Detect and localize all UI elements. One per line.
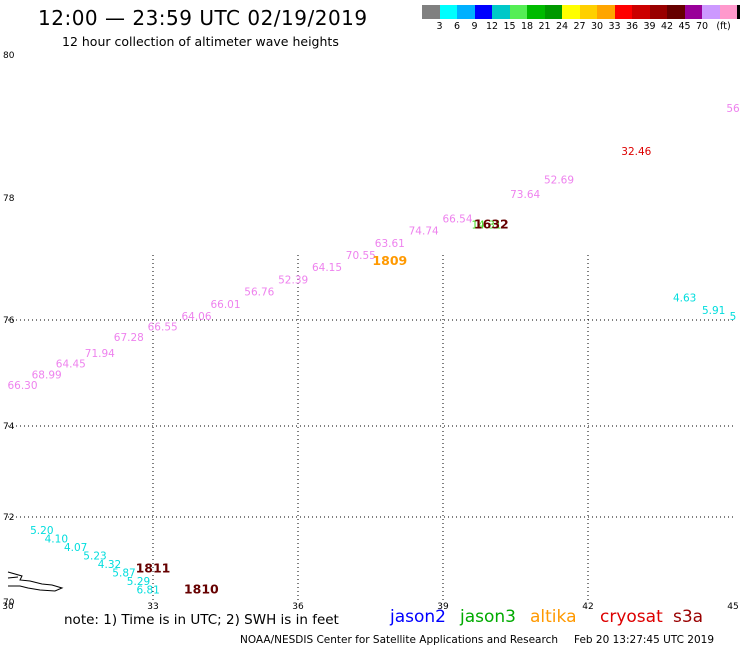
- wave-height-label: 66.54: [442, 213, 472, 225]
- wave-height-label: 66.30: [7, 380, 37, 392]
- wave-height-label: 74.74: [409, 226, 439, 238]
- wave-height-label: 5: [730, 311, 737, 323]
- scale-swatch: [597, 5, 615, 19]
- y-tick-label: 70: [3, 598, 15, 608]
- wave-height-label: 64.45: [56, 359, 86, 371]
- wave-height-label: 64.06: [181, 311, 211, 323]
- coastline-outline: [7, 576, 19, 579]
- y-tick-label: 74: [3, 422, 15, 432]
- wave-height-label: 4.07: [64, 542, 87, 554]
- scale-swatch: [492, 5, 510, 19]
- page-title: 12:00 — 23:59 UTC 02/19/2019: [38, 6, 368, 30]
- scale-swatch: [474, 5, 492, 19]
- scale-label: 6: [453, 21, 461, 32]
- scale-label: 24: [555, 21, 569, 32]
- satellite-legend-jason3: jason3: [460, 607, 516, 627]
- scale-label: 18: [520, 21, 534, 32]
- scale-label: 33: [608, 21, 621, 32]
- wave-height-label: 52.39: [278, 274, 308, 286]
- wave-height-label: 63.61: [375, 238, 405, 250]
- x-tick-label: 39: [437, 602, 449, 612]
- wave-height-label: 52.69: [544, 175, 574, 187]
- scale-label: 3: [436, 21, 443, 32]
- scale-swatch: [649, 5, 667, 19]
- scale-swatch: [544, 5, 562, 19]
- wave-height-label: 56: [726, 103, 740, 115]
- scale-swatch: [439, 5, 457, 19]
- y-tick-label: 80: [3, 51, 15, 61]
- wave-height-label: 68.99: [32, 369, 62, 381]
- scale-swatch: [614, 5, 632, 19]
- wave-height-label: 5.87: [112, 568, 135, 580]
- scale-label: 21: [538, 21, 551, 32]
- scale-swatch: [632, 5, 650, 19]
- scale-label: 12: [485, 21, 499, 32]
- pass-time-label: 1810: [184, 582, 219, 597]
- scale-label: 30: [590, 21, 604, 32]
- scale-swatch: [737, 5, 740, 19]
- wave-height-label: 71.94: [85, 348, 115, 360]
- wave-height-label: 5.23: [83, 551, 106, 563]
- wave-height-label: 32.46: [621, 146, 651, 158]
- scale-label: 42: [660, 21, 674, 32]
- coastline-outline: [7, 571, 64, 592]
- wave-height-label: 4.10: [45, 534, 68, 546]
- page-subtitle: 12 hour collection of altimeter wave hei…: [62, 34, 339, 49]
- scale-label: 27: [573, 21, 586, 32]
- satellite-legend-jason2: jason2: [390, 607, 446, 627]
- wave-height-label: 67.28: [114, 332, 144, 344]
- wave-height-label: 66.01: [210, 299, 240, 311]
- satellite-legend-cryosat: cryosat: [600, 607, 663, 627]
- x-tick-label: 45: [727, 602, 738, 612]
- pass-time-label: 1811: [136, 560, 171, 575]
- wave-height-label: 66.55: [148, 322, 178, 334]
- wave-height-label: 73.64: [510, 189, 540, 201]
- x-tick-label: 30: [2, 602, 14, 612]
- y-tick-label: 78: [3, 194, 15, 204]
- scale-label: 15: [503, 21, 516, 32]
- satellite-legend-s3a: s3a: [673, 607, 704, 627]
- x-tick-label: 33: [147, 602, 158, 612]
- scale-label: 36: [625, 21, 639, 32]
- wave-height-label: 14.31: [471, 220, 501, 232]
- wave-height-label: 6.81: [136, 585, 159, 597]
- scale-swatch: [457, 5, 475, 19]
- scale-unit: (ft): [716, 21, 731, 32]
- wave-height-label: 5.29: [127, 576, 150, 588]
- wave-height-label: 56.76: [244, 287, 274, 299]
- y-tick-label: 76: [3, 316, 15, 326]
- wave-height-label: 5.91: [702, 305, 725, 317]
- scale-swatch: [667, 5, 685, 19]
- scale-label: 9: [471, 21, 478, 32]
- y-tick-label: 72: [3, 513, 14, 523]
- scale-swatch: [562, 5, 580, 19]
- scale-label: 45: [678, 21, 691, 32]
- wave-height-label: 4.32: [98, 559, 121, 571]
- scale-swatch: [422, 5, 440, 19]
- wave-height-label: 64.15: [312, 262, 342, 274]
- pass-time-label: 1632: [474, 217, 509, 232]
- wave-height-label: 70.55: [346, 250, 376, 262]
- footer-note: note: 1) Time is in UTC; 2) SWH is in fe…: [64, 612, 339, 628]
- scale-swatch: [509, 5, 527, 19]
- credit-line: NOAA/NESDIS Center for Satellite Applica…: [240, 634, 714, 646]
- credit-text: NOAA/NESDIS Center for Satellite Applica…: [240, 634, 558, 646]
- x-tick-label: 42: [582, 602, 593, 612]
- x-tick-label: 36: [292, 602, 304, 612]
- color-scale: [422, 5, 740, 19]
- scale-swatch: [684, 5, 702, 19]
- scale-swatch: [579, 5, 597, 19]
- scale-label: 70: [695, 21, 709, 32]
- scale-swatch: [702, 5, 720, 19]
- satellite-legend-altika: altika: [530, 607, 577, 627]
- wave-height-label: 4.63: [673, 293, 696, 305]
- scale-label: 39: [643, 21, 656, 32]
- wave-height-label: 5.20: [30, 525, 53, 537]
- scale-swatch: [719, 5, 737, 19]
- scale-swatch: [527, 5, 545, 19]
- pass-time-label: 1809: [372, 253, 407, 268]
- generated-timestamp: Feb 20 13:27:45 UTC 2019: [574, 634, 714, 646]
